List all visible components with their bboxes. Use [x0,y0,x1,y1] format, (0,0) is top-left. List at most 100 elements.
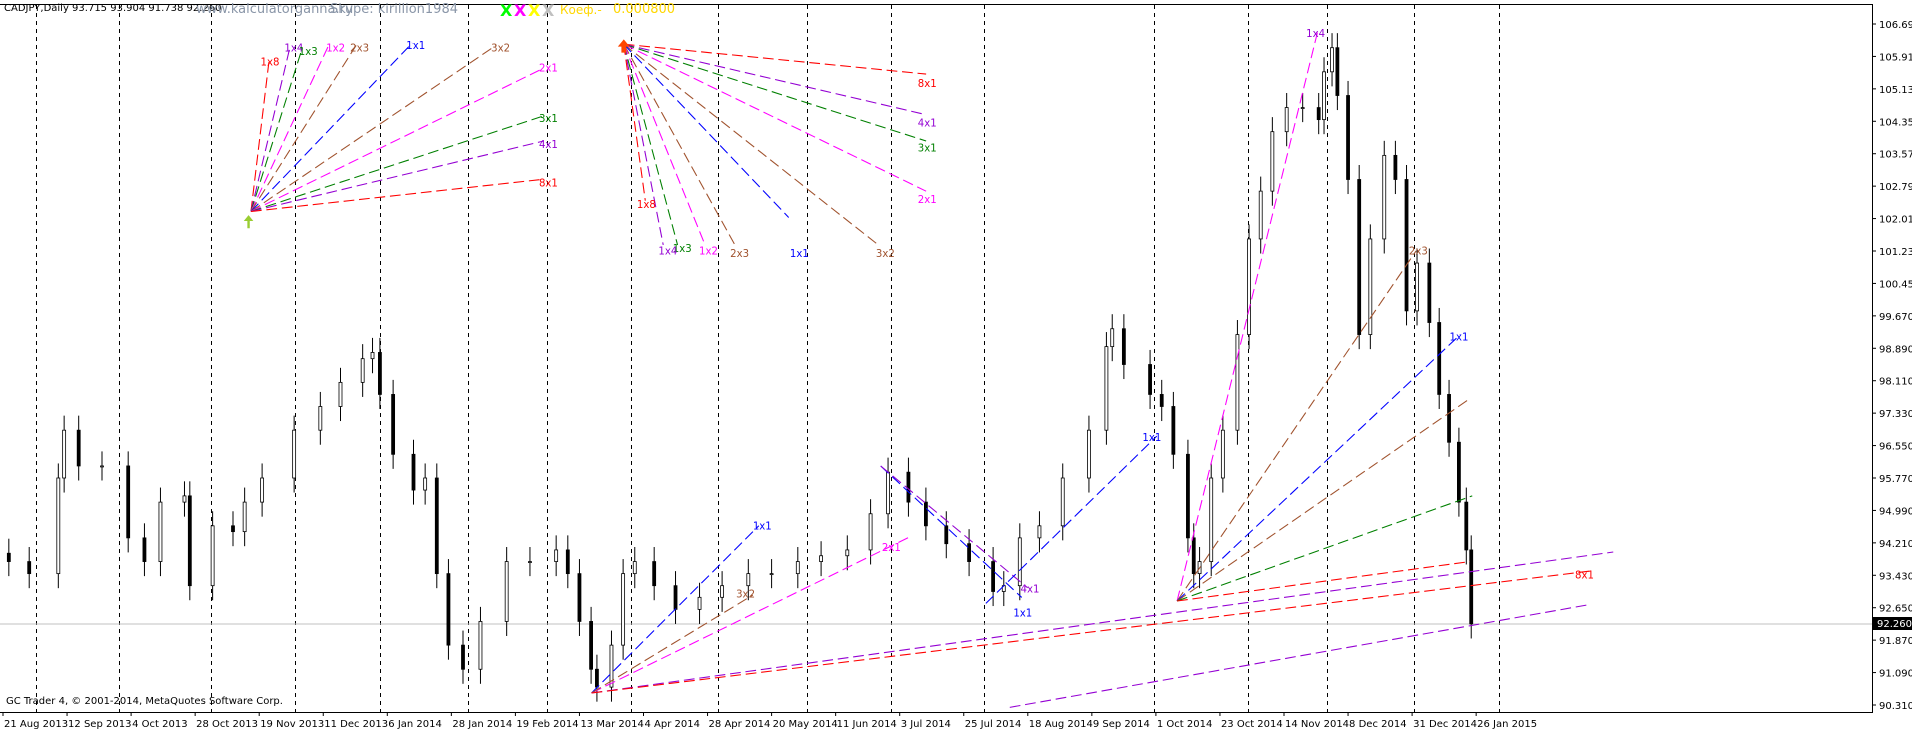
candle [1469,535,1474,639]
marker-x-magenta[interactable]: X [514,1,527,20]
candle [1368,224,1373,350]
candle [1209,463,1214,577]
candle [1382,140,1387,254]
time-tick-label: 12 Sep 2013 [68,719,131,730]
price-tick-label: 99.670 [1879,312,1912,323]
price-tick-label: 103.570 [1879,150,1912,161]
candle [338,367,343,422]
fan-label: 1x1 [790,249,809,260]
koef-label: Коеф.- [560,3,602,17]
fan-label: 1x1 [1013,609,1032,620]
candle [370,337,375,374]
candle [1104,332,1109,445]
website-label: www.kalculatorganna.ru [196,2,354,17]
gann-fan-march-low[interactable] [591,525,1614,694]
time-tick-label: 11 Dec 2013 [324,719,388,730]
candle [795,547,800,589]
time-tick-label: 25 Jul 2014 [965,719,1022,730]
marker-x-yellow[interactable]: X [528,1,541,20]
candle [1171,391,1176,469]
time-tick-label: 26 Jan 2015 [1477,719,1537,730]
gann-overlay: 1x8 1x4 1x3 1x2 2x3 1x1 3x2 2x1 3x1 4x1 … [243,29,1614,708]
fan-label: 1x1 [1142,433,1161,444]
candle [1121,314,1126,380]
time-tick-label: 6 Jan 2014 [388,719,442,730]
candle [1457,427,1461,517]
candle [554,535,559,577]
time-tick-label: 4 Apr 2014 [645,719,700,730]
fan-label: 2x3 [350,43,369,54]
candle [906,457,911,517]
candle [1220,415,1225,493]
candle [1335,33,1340,111]
candle [461,630,465,684]
gann-fan-top-left[interactable] [250,42,544,213]
symbol-info: CADJPY,Daily 93.715 93.904 91.738 92.260 [4,3,222,14]
candle [126,451,131,553]
candle [182,481,187,517]
marker-x-gray[interactable]: X [542,1,555,20]
candle [577,559,582,636]
candle [142,523,147,577]
price-tick-label: 96.550 [1879,442,1912,453]
time-tick-label: 28 Apr 2014 [709,719,771,730]
candle [1186,439,1190,553]
candle [1159,379,1164,422]
candle [924,487,928,541]
candle [673,571,678,624]
gann-fan-july-high[interactable] [880,465,1029,598]
price-tick-label: 92.650 [1879,604,1912,615]
candle [1437,307,1442,409]
last-price-tag [1873,617,1912,630]
fan-label: 8x1 [918,79,937,90]
period-separators [36,5,1500,712]
arrow-up-red-icon [617,39,630,53]
time-tick-label: 13 Mar 2014 [580,719,643,730]
gann-fan-oct-low[interactable] [1009,29,1590,708]
time-tick-label: 1 Oct 2014 [1157,719,1212,730]
candle [632,547,637,589]
price-tick-label: 98.110 [1879,377,1912,388]
candle [589,606,593,684]
candle [769,559,774,589]
candle [819,541,823,577]
time-tick-label: 20 May 2014 [773,719,838,730]
gann-line-aug-low[interactable] [985,435,1158,604]
candle [411,439,416,505]
marker-x-green[interactable]: X [500,1,513,20]
candle [1322,57,1326,135]
price-tick-label: 98.890 [1879,344,1912,355]
copyright-label: GC Trader 4, © 2001-2014, MetaQuotes Sof… [6,696,283,707]
price-tick-label: 91.090 [1879,669,1912,680]
price-tick-label: 105.130 [1879,85,1912,96]
candle [378,337,382,409]
candle [1330,33,1334,87]
candle [1346,80,1350,195]
gann-fan-top-mid[interactable] [623,43,927,246]
candle [1393,140,1398,195]
fan-label: 1x3 [299,47,318,58]
fan-label: 1x2 [326,43,345,54]
price-tick-label: 101.230 [1879,247,1912,258]
candle [1300,93,1305,123]
fan-label: 8x1 [1575,570,1594,581]
candle [187,481,192,601]
fan-label: 1x8 [261,58,280,69]
skype-label: Skype: kirillion1984 [330,2,458,17]
candle [697,582,702,624]
candle [528,547,532,577]
candle [1110,314,1115,362]
price-tick-label: 95.770 [1879,474,1912,485]
price-tick-label: 93.430 [1879,571,1912,582]
candle [1235,320,1240,445]
candle [1270,117,1275,206]
price-tick-label: 94.990 [1879,506,1912,517]
candle [292,415,297,493]
fan-label: 3x2 [736,589,755,600]
candle [746,559,751,601]
arrow-up-icon [243,215,254,229]
fan-label: 4x1 [1021,585,1040,596]
candle [868,499,873,565]
candle [720,571,725,612]
